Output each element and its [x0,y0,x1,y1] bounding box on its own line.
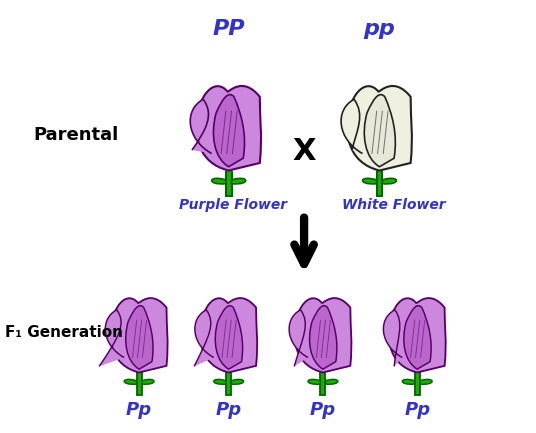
PathPatch shape [200,298,257,372]
Text: Pp: Pp [404,401,430,419]
Text: White Flower: White Flower [342,198,445,213]
PathPatch shape [403,379,415,384]
Text: PP: PP [212,19,245,39]
PathPatch shape [197,86,261,171]
PathPatch shape [215,306,243,369]
Text: Pp: Pp [310,401,336,419]
PathPatch shape [231,379,244,384]
PathPatch shape [308,379,321,384]
PathPatch shape [383,310,403,358]
Text: pp: pp [363,19,396,39]
PathPatch shape [364,94,396,167]
PathPatch shape [325,379,338,384]
PathPatch shape [382,178,397,184]
PathPatch shape [214,379,226,384]
PathPatch shape [321,372,325,395]
Text: Pp: Pp [215,401,242,419]
PathPatch shape [347,86,412,171]
PathPatch shape [377,171,382,196]
PathPatch shape [105,310,124,358]
PathPatch shape [362,178,377,184]
PathPatch shape [195,310,214,358]
PathPatch shape [190,99,212,154]
Text: Parental: Parental [33,126,118,144]
PathPatch shape [212,178,226,184]
PathPatch shape [126,306,153,369]
Text: Pp: Pp [126,401,152,419]
PathPatch shape [111,298,168,372]
PathPatch shape [213,94,244,167]
PathPatch shape [295,298,352,372]
PathPatch shape [124,379,137,384]
PathPatch shape [137,372,142,395]
PathPatch shape [226,171,232,196]
PathPatch shape [142,379,154,384]
PathPatch shape [341,99,362,154]
PathPatch shape [289,310,308,358]
PathPatch shape [226,372,231,395]
PathPatch shape [420,379,432,384]
PathPatch shape [232,178,245,184]
PathPatch shape [389,298,446,372]
PathPatch shape [309,306,337,369]
Text: Purple Flower: Purple Flower [180,198,287,213]
PathPatch shape [404,306,431,369]
Text: F₁ Generation: F₁ Generation [5,325,123,340]
Text: X: X [292,137,316,166]
PathPatch shape [415,372,420,395]
